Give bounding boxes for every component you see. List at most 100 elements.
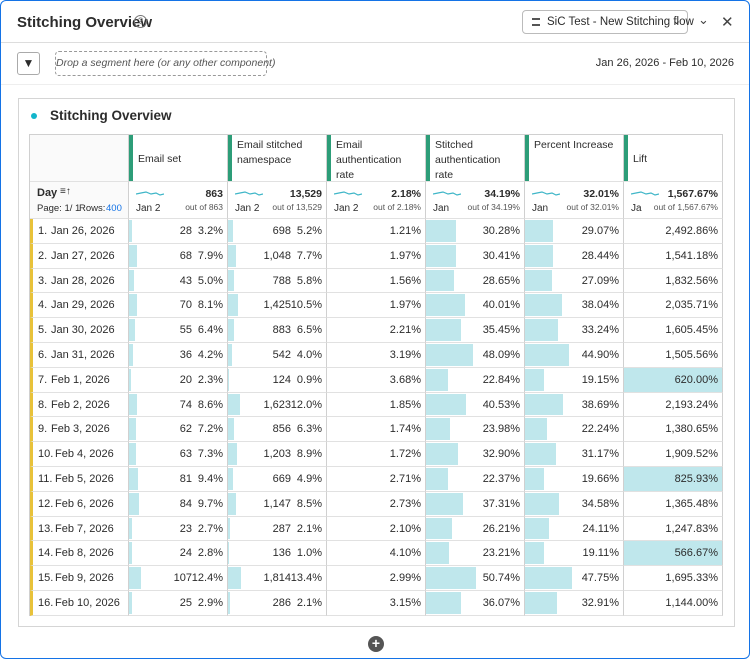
metric-cell: 2,193.24% (624, 392, 723, 418)
sparkline (433, 191, 461, 196)
cell-value: 4.10% (389, 547, 421, 560)
metric-name[interactable]: Stitched authentication rate (435, 139, 501, 181)
spark-label: Jan 2 (334, 203, 358, 214)
row-date[interactable]: Feb 7, 2026 (55, 522, 114, 535)
cell-count: 124 (272, 373, 291, 386)
row-date[interactable]: Jan 26, 2026 (51, 225, 115, 237)
row-date[interactable]: Feb 8, 2026 (55, 547, 114, 560)
cell-percent: 2.9% (197, 597, 223, 609)
metric-total: 1,567.67% (667, 188, 718, 200)
metric-name[interactable]: Lift (633, 153, 648, 165)
cell-value: 1.72% (389, 448, 421, 461)
cell-value: 2,035.71% (665, 299, 718, 312)
metric-handle[interactable] (228, 135, 232, 181)
row-date[interactable]: Feb 10, 2026 (55, 597, 120, 609)
column-summary: Jan 2 2.18% out of 2.18% (327, 182, 426, 219)
row-date[interactable]: Feb 4, 2026 (55, 448, 114, 461)
cell-percent: 3.2% (197, 225, 223, 237)
row-date[interactable]: Jan 27, 2026 (51, 249, 115, 262)
cell-value: 22.37% (482, 473, 520, 485)
cell-value: 1.21% (389, 225, 421, 237)
metric-handle[interactable] (525, 135, 529, 181)
metric-cell: 38.69% (525, 392, 624, 418)
cell-value: 34.58% (581, 497, 619, 510)
filter-button[interactable]: ▼ (17, 52, 40, 75)
metric-cell: 1.74% (327, 417, 426, 443)
cell-bar (129, 393, 138, 416)
segment-drop-zone[interactable]: Drop a segment here (or any other compon… (55, 51, 275, 76)
metric-name[interactable]: Email set (138, 153, 182, 165)
metric-cell: 287 2.1% (228, 516, 327, 542)
cell-value: 2.99% (389, 572, 421, 585)
dimension-name[interactable]: Day (37, 187, 58, 199)
row-date[interactable]: Jan 30, 2026 (51, 324, 115, 337)
add-panel-button[interactable]: + (368, 636, 384, 652)
metric-handle[interactable] (129, 135, 133, 181)
metric-name[interactable]: Email stitched namespace (237, 139, 303, 166)
cell-percent: 8.5% (296, 497, 322, 510)
cell-value: 620.00% (674, 373, 718, 386)
metric-cell: 825.93% (624, 467, 723, 492)
row-date[interactable]: Feb 1, 2026 (51, 373, 110, 386)
cell-percent: 6.5% (296, 324, 322, 337)
data-view-dropdown[interactable]: SiC Test - New Stitching flow ⌄ (522, 10, 694, 34)
date-range[interactable]: Jan 26, 2026 - Feb 10, 2026 (595, 57, 734, 69)
cell-bar (525, 393, 563, 416)
metric-cell: 2.10% (327, 516, 426, 542)
metric-total: 32.01% (583, 188, 619, 200)
cell-bar (228, 368, 229, 391)
cell-bar (426, 269, 455, 292)
metric-cell: 698 5.2% (228, 219, 327, 244)
cell-bar (525, 294, 563, 317)
metric-handle[interactable] (327, 135, 331, 181)
row-number: 14. (38, 547, 54, 560)
cell-value: 35.45% (482, 324, 520, 337)
metric-out-of: out of 13,529 (270, 202, 322, 212)
panel (18, 98, 735, 627)
row-date[interactable]: Feb 5, 2026 (55, 473, 114, 485)
cell-value: 3.19% (389, 349, 421, 361)
metric-cell: 63 7.3% (129, 442, 228, 467)
metric-cell: 1,048 7.7% (228, 243, 327, 269)
metric-cell: 1,365.48% (624, 491, 723, 517)
chevron: ⌄ (672, 15, 682, 27)
cell-bar (228, 592, 231, 614)
row-date[interactable]: Feb 9, 2026 (55, 572, 114, 585)
row-date[interactable]: Jan 31, 2026 (51, 349, 115, 361)
cell-value: 1,695.33% (665, 572, 718, 585)
cell-bar (525, 592, 558, 614)
cell-value: 1.85% (389, 398, 421, 411)
row-date[interactable]: Jan 28, 2026 (51, 274, 115, 287)
collapse-button[interactable]: ⌄ (698, 12, 709, 27)
row-date[interactable]: Feb 2, 2026 (51, 398, 110, 411)
cell-bar (228, 567, 242, 589)
cell-count: 74 (179, 398, 192, 411)
row-number: 12. (38, 497, 54, 510)
row-date[interactable]: Jan 29, 2026 (51, 299, 115, 312)
metric-cell: 542 4.0% (228, 343, 327, 368)
help-icon[interactable]: ? (134, 15, 147, 28)
rows-value[interactable]: 400 (106, 203, 122, 214)
metric-handle[interactable] (426, 135, 430, 181)
close-button[interactable]: ✕ (721, 14, 734, 31)
metric-out-of: out of 32.01% (564, 202, 619, 212)
cell-bar (525, 492, 559, 515)
metric-cell: 1,380.65% (624, 417, 723, 443)
row-date[interactable]: Feb 6, 2026 (55, 497, 114, 510)
metric-cell: 26.21% (426, 516, 525, 542)
cell-bar (426, 492, 463, 515)
metric-name[interactable]: Email authentication rate (336, 139, 402, 181)
metric-name[interactable]: Percent Increase (534, 139, 614, 151)
metric-cell: 3.68% (327, 367, 426, 393)
page-info: Page: 1/ 1 (37, 203, 81, 214)
sparkline (631, 191, 659, 196)
cell-bar (129, 244, 137, 267)
metric-handle[interactable] (624, 135, 628, 181)
db-icon (532, 18, 540, 26)
cell-bar (228, 244, 236, 267)
panel-dot (31, 113, 37, 119)
sort-icon[interactable]: ≡↑ (60, 186, 71, 197)
metric-cell: 28.65% (426, 268, 525, 294)
row-date[interactable]: Feb 3, 2026 (51, 423, 110, 436)
